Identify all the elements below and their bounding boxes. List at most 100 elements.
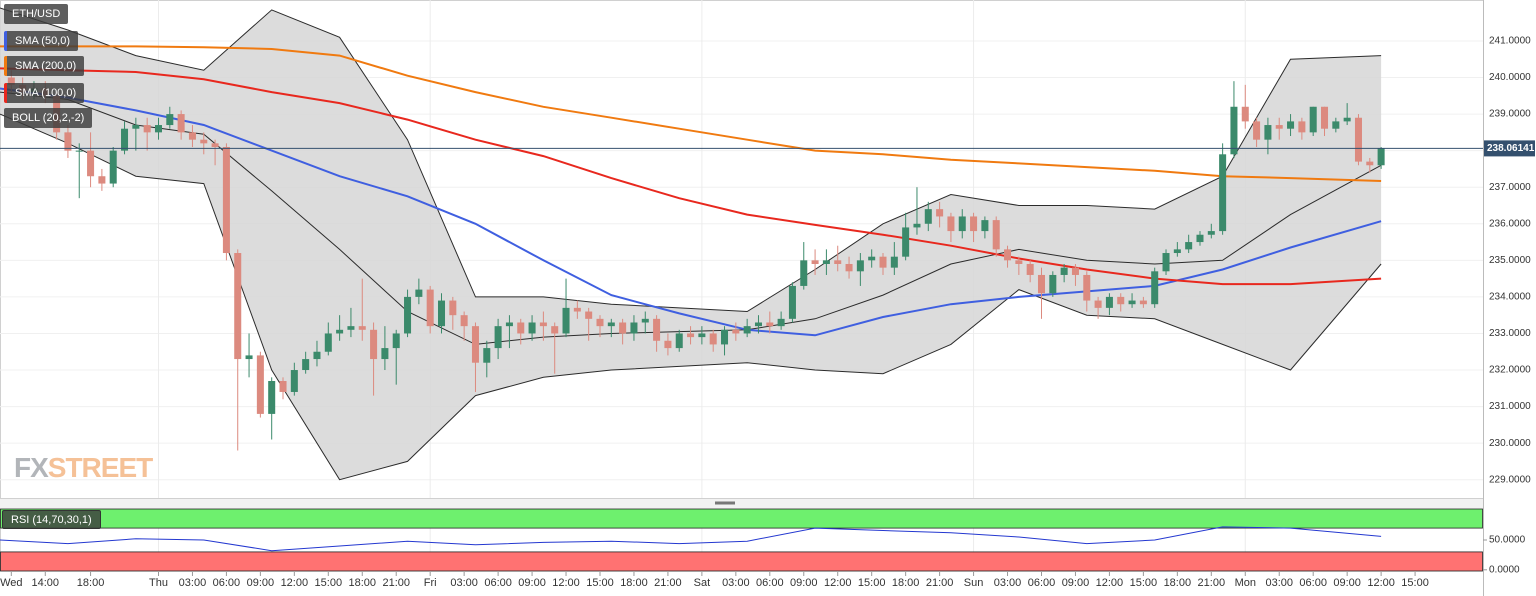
candle-body xyxy=(992,220,1000,250)
candle-body xyxy=(1015,260,1023,264)
candle-body xyxy=(1071,267,1079,275)
x-tick-label: 15:00 xyxy=(1130,577,1158,589)
candle-body xyxy=(596,318,604,327)
x-tick-label: 21:00 xyxy=(382,577,410,589)
candle-body xyxy=(641,318,649,323)
candle-body xyxy=(1354,117,1362,162)
candle-body xyxy=(302,359,310,371)
candle-body xyxy=(1377,148,1385,166)
candle-body xyxy=(1298,121,1306,133)
candle-body xyxy=(1094,300,1102,308)
x-tick-label: 09:00 xyxy=(518,577,546,589)
x-tick-label: Wed xyxy=(0,577,22,589)
candle-body xyxy=(347,326,355,330)
candle-body xyxy=(811,260,819,264)
candle-body xyxy=(698,333,706,338)
x-tick-label: 21:00 xyxy=(654,577,682,589)
x-tick-label: 18:00 xyxy=(77,577,105,589)
y-tick-label: 240.0000 xyxy=(1489,72,1531,83)
x-tick-label: 03:00 xyxy=(450,577,478,589)
candle-body xyxy=(528,322,536,334)
y-tick-label: 230.0000 xyxy=(1489,438,1531,449)
candle-body xyxy=(539,322,547,327)
x-tick-label: 12:00 xyxy=(1367,577,1395,589)
rsi-tick-label: 50.0000 xyxy=(1489,535,1526,546)
candle-body xyxy=(1275,125,1283,129)
y-tick-label: 234.0000 xyxy=(1489,292,1531,303)
candle-body xyxy=(245,355,253,360)
candle-body xyxy=(1366,161,1374,166)
y-tick-label: 232.0000 xyxy=(1489,365,1531,376)
candle-body xyxy=(211,143,219,147)
candle-body xyxy=(1196,234,1204,243)
candle-body xyxy=(619,322,627,334)
x-tick-label: 06:00 xyxy=(1028,577,1056,589)
candle-body xyxy=(1105,296,1113,308)
candle-body xyxy=(1264,125,1272,140)
candle-body xyxy=(788,285,796,319)
rsi-label: RSI (14,70,30,1) xyxy=(2,510,101,529)
legend-entry: SMA (100,0) xyxy=(4,83,85,103)
x-tick-label: Sat xyxy=(694,577,711,589)
candle-body xyxy=(879,256,887,268)
candle-body xyxy=(845,263,853,272)
candle-body xyxy=(607,322,615,327)
bollinger-band xyxy=(0,8,1382,480)
y-tick-label: 239.0000 xyxy=(1489,109,1531,120)
candle-body xyxy=(709,333,717,345)
candle-body xyxy=(290,370,298,392)
candle-body xyxy=(687,333,695,338)
candle-body xyxy=(1037,274,1046,294)
candle-body xyxy=(449,300,457,316)
sma-line xyxy=(0,45,1382,182)
candle-body xyxy=(766,322,774,327)
candle-body xyxy=(392,333,400,349)
candle-body xyxy=(143,125,151,133)
x-tick-label: 06:00 xyxy=(213,577,241,589)
x-tick-label: 12:00 xyxy=(824,577,852,589)
legend-entry: SMA (50,0) xyxy=(4,31,79,51)
candle-body xyxy=(64,132,72,151)
candle-body xyxy=(505,322,513,327)
x-tick-label: 18:00 xyxy=(620,577,648,589)
legend-entry: SMA (200,0) xyxy=(4,56,85,76)
candle-body xyxy=(426,289,434,327)
x-tick-label: 06:00 xyxy=(1299,577,1327,589)
candle-body xyxy=(256,355,264,414)
sma-line xyxy=(0,87,1382,337)
candle-body xyxy=(517,322,525,334)
candle-body xyxy=(1219,154,1227,232)
candle-body xyxy=(585,311,593,319)
candle-body xyxy=(732,329,740,334)
candle-body xyxy=(1128,300,1136,305)
candle-body xyxy=(822,260,830,264)
candle-body xyxy=(721,329,729,345)
candle-body xyxy=(981,220,989,232)
x-tick-label: 14:00 xyxy=(32,577,60,589)
watermark-part: FX xyxy=(14,452,49,483)
candle-body xyxy=(936,209,944,217)
candle-body xyxy=(958,216,966,232)
x-tick-label: Thu xyxy=(149,577,168,589)
x-tick-label: 09:00 xyxy=(1062,577,1090,589)
candle-body xyxy=(1026,263,1034,275)
candle-body xyxy=(1117,296,1125,305)
candle-body xyxy=(87,150,95,177)
candle-body xyxy=(370,329,378,360)
x-tick-label: 15:00 xyxy=(315,577,343,589)
x-tick-label: 09:00 xyxy=(790,577,818,589)
candle-body xyxy=(664,340,672,349)
candle-body xyxy=(1185,242,1193,250)
y-tick-label: 229.0000 xyxy=(1489,474,1531,485)
candle-body xyxy=(494,326,502,349)
candle-body xyxy=(913,223,921,228)
candle-body xyxy=(313,351,321,360)
candle-body xyxy=(1321,106,1329,129)
y-tick-label: 235.0000 xyxy=(1489,255,1531,266)
x-tick-label: 18:00 xyxy=(348,577,376,589)
rsi-line xyxy=(0,526,1382,552)
candle-body xyxy=(856,260,864,272)
x-tick-label: 03:00 xyxy=(994,577,1022,589)
